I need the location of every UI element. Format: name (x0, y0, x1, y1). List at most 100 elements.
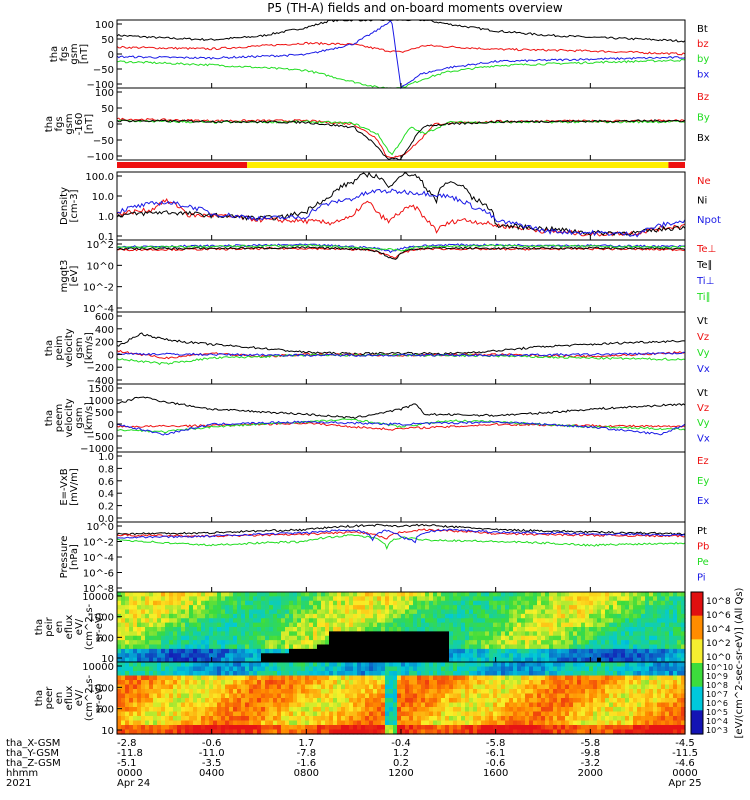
spectrogram-cell (549, 707, 554, 713)
colorbar-cell (691, 700, 703, 704)
spectrogram-cell (481, 684, 486, 690)
spectrogram-cell (381, 644, 386, 650)
spectrogram-cell (565, 707, 570, 713)
spectrogram-cell (661, 684, 666, 690)
spectrogram-cell (633, 693, 638, 699)
spectrogram-cell (505, 711, 510, 717)
spectrogram-cell (573, 707, 578, 713)
spectrogram-cell (365, 596, 370, 602)
spectrogram-cell (213, 648, 218, 654)
spectrogram-cell (389, 693, 394, 699)
spectrogram-cell (445, 609, 450, 615)
spectrogram-cell (469, 640, 474, 646)
spectrogram-cell (589, 627, 594, 632)
spectrogram-cell (537, 684, 542, 690)
spectrogram-cell (117, 600, 122, 606)
spectrogram-cell (489, 675, 494, 681)
spectrogram-cell (553, 725, 558, 731)
spectrogram-cell (557, 622, 562, 628)
spectrogram-cell (225, 729, 230, 735)
spectrogram-cell (625, 657, 630, 663)
spectrogram-cell (405, 592, 410, 597)
spectrogram-cell (157, 631, 162, 637)
spectrogram-cell (229, 613, 234, 619)
spectrogram-cell (629, 596, 634, 602)
spectrogram-cell (625, 653, 630, 659)
spectrogram-cell (585, 693, 590, 699)
spectrogram-cell (329, 631, 334, 637)
spectrogram-cell (201, 725, 206, 731)
spectrogram-cell (157, 707, 162, 713)
spectrogram-cell (389, 725, 394, 731)
spectrogram-cell (277, 609, 282, 615)
spectrogram-cell (185, 702, 190, 708)
spectrogram-cell (373, 675, 378, 681)
spectrogram-cell (657, 702, 662, 708)
panel-ylabel: [nT] (79, 44, 90, 64)
spectrogram-cell (149, 631, 154, 637)
spectrogram-cell (501, 631, 506, 637)
spectrogram-cell (549, 684, 554, 690)
spectrogram-cell (237, 729, 242, 735)
spectrogram-cell (429, 707, 434, 713)
spectrogram-cell (569, 648, 574, 654)
spectrogram-cell (677, 711, 682, 717)
spectrogram-cell (149, 635, 154, 641)
spectrogram-cell (409, 592, 414, 597)
legend-Npot: Npot (697, 215, 721, 226)
spectrogram-cell (281, 618, 286, 624)
spectrogram-cell (365, 707, 370, 713)
spectrogram-cell (625, 725, 630, 731)
spectrogram-cell (677, 635, 682, 641)
spectrogram-cell (661, 605, 666, 611)
spectrogram-cell (409, 644, 414, 650)
spectrogram-cell (501, 622, 506, 628)
spectrogram-cell (285, 720, 290, 726)
spectrogram-cell (485, 609, 490, 615)
spectrogram-cell (345, 675, 350, 681)
spectrogram-cell (329, 613, 334, 619)
spectrogram-cell (437, 596, 442, 602)
spectrogram-cell (669, 693, 674, 699)
spectrogram-cell (389, 640, 394, 646)
spectrogram-cell (189, 613, 194, 619)
spectrogram-cell (425, 729, 430, 735)
spectrogram-cell (417, 605, 422, 611)
spectrogram-cell (581, 635, 586, 641)
spectrogram-cell (529, 716, 534, 722)
spectrogram-cell (485, 662, 490, 668)
spectrogram-cell (557, 662, 562, 668)
spectrogram-cell (257, 592, 262, 597)
spectrogram-cell (181, 666, 186, 672)
spectrogram-cell (413, 635, 418, 641)
spectrogram-cell (581, 640, 586, 646)
spectrogram-cell (145, 725, 150, 731)
spectrogram-cell (381, 605, 386, 611)
spectrogram-cell (277, 640, 282, 646)
spectrogram-cell (277, 684, 282, 690)
spectrogram-cell (569, 711, 574, 717)
spectrogram-cell (269, 635, 274, 641)
spectrogram-cell (149, 662, 154, 668)
series-Ni (116, 171, 686, 236)
spectrogram-cell (413, 689, 418, 695)
spectrogram-cell (633, 635, 638, 641)
spectrogram-cell (513, 698, 518, 704)
spectrogram-cell (145, 693, 150, 699)
spectrogram-cell (517, 698, 522, 704)
spectrogram-cell (249, 622, 254, 628)
spectrogram-cell (121, 648, 126, 654)
spectrogram-cell (153, 729, 158, 735)
spectrogram-cell (145, 702, 150, 708)
spectrogram-cell (637, 596, 642, 602)
spectrogram-cell (417, 720, 422, 726)
spectrogram-cell (545, 622, 550, 628)
spectrogram-cell (417, 631, 422, 637)
spectrogram-cell (161, 600, 166, 606)
spectrogram-cell (433, 648, 438, 654)
spectrogram-cell (521, 716, 526, 722)
spectrogram-cell (369, 631, 374, 637)
spectrogram-cell (593, 657, 598, 663)
spectrogram-cell (669, 689, 674, 695)
spectrogram-cell (333, 653, 338, 659)
